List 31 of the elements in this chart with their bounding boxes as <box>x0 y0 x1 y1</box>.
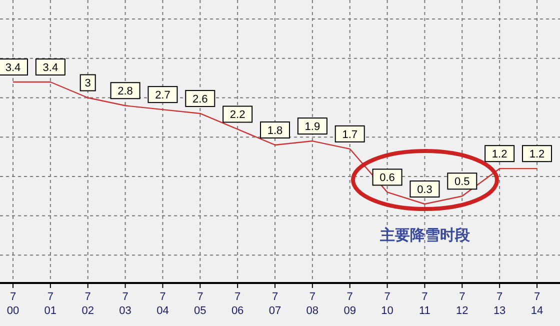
data-label: 2.6 <box>192 93 208 106</box>
x-tick-label: 7 11 <box>419 291 430 317</box>
data-label: 0.3 <box>417 184 432 196</box>
data-label: 3 <box>84 78 91 90</box>
x-tick-label: 7 08 <box>306 291 319 317</box>
data-label: 2.8 <box>118 86 133 98</box>
x-tick-label: 7 02 <box>82 291 94 317</box>
x-tick-label: 7 06 <box>231 291 244 317</box>
x-tick-label: 7 14 <box>530 291 544 317</box>
x-tick-label: 7 12 <box>456 291 468 317</box>
x-tick-label: 7 00 <box>6 291 20 317</box>
x-tick-label: 7 13 <box>493 291 506 317</box>
data-label: 3.4 <box>42 62 58 74</box>
data-label: 0.5 <box>454 176 470 188</box>
x-tick-label: 7 09 <box>344 291 356 317</box>
data-label: 1.7 <box>342 128 358 141</box>
data-label: 1.8 <box>267 124 283 137</box>
data-label: 2.2 <box>230 109 246 122</box>
x-tick-label: 7 01 <box>44 291 57 317</box>
data-label: 1.2 <box>529 148 545 161</box>
x-tick-label: 7 10 <box>381 291 394 317</box>
x-tick-label: 7 07 <box>268 291 282 317</box>
data-label: 1.9 <box>304 121 320 134</box>
x-tick-label: 7 05 <box>194 291 206 317</box>
text: 主要降雪时段 <box>379 226 471 244</box>
data-label: 0.6 <box>380 172 395 184</box>
x-tick-label: 7 04 <box>156 291 169 317</box>
x-tick-label: 7 03 <box>119 291 132 317</box>
data-label: 3.4 <box>5 62 21 74</box>
data-label: 1.2 <box>492 148 508 161</box>
data-label: 2.7 <box>155 90 170 102</box>
